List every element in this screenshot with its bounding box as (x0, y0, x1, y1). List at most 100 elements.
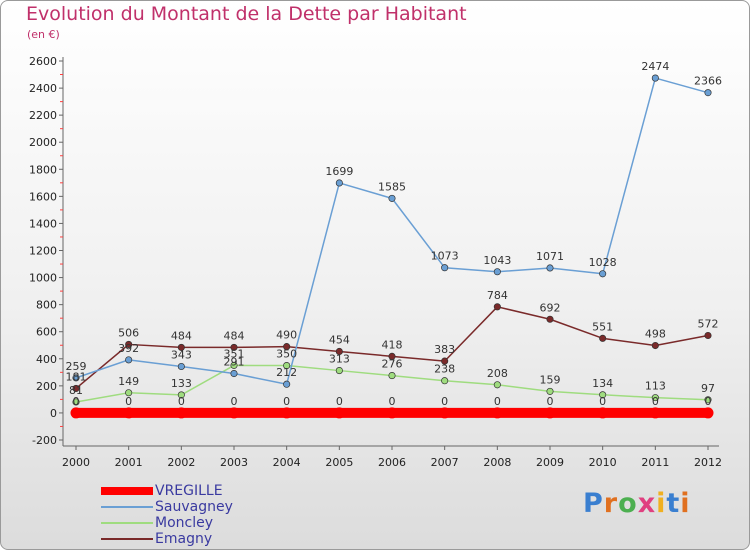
data-label: 1699 (325, 165, 353, 178)
data-point (546, 264, 554, 272)
data-point (333, 407, 345, 419)
chart-unit: (en €) (27, 28, 60, 41)
x-tick-label: 2004 (273, 456, 301, 469)
y-tick-label: 200 (36, 380, 57, 393)
legend-label: VREGILLE (155, 483, 223, 499)
data-point (388, 372, 396, 380)
data-label: 159 (540, 373, 561, 386)
data-point (493, 303, 501, 311)
y-tick-label: 1400 (29, 217, 57, 230)
logo-letter: P (583, 488, 604, 519)
data-label: 692 (540, 301, 561, 314)
data-label: 0 (73, 395, 80, 408)
y-tick-label: 0 (50, 407, 57, 420)
data-label: 484 (171, 329, 192, 342)
y-tick-label: 1800 (29, 163, 57, 176)
data-label: 149 (118, 375, 139, 388)
y-tick-label: 400 (36, 353, 57, 366)
data-label: 313 (329, 353, 350, 366)
data-point (123, 407, 135, 419)
data-point (441, 357, 449, 365)
data-point (386, 407, 398, 419)
data-label: 784 (487, 289, 508, 302)
proxiti-logo: Proxiti (583, 488, 691, 519)
x-tick-label: 2001 (115, 456, 143, 469)
x-tick-label: 2011 (641, 456, 669, 469)
data-point (599, 270, 607, 278)
data-point (388, 352, 396, 360)
data-label: 0 (599, 395, 606, 408)
data-label: 0 (547, 395, 554, 408)
data-point (439, 407, 451, 419)
legend-swatch (101, 487, 153, 495)
data-point (546, 387, 554, 395)
y-tick-label: 1000 (29, 272, 57, 285)
data-point (441, 377, 449, 385)
data-point (651, 394, 659, 402)
data-point (283, 380, 291, 388)
data-point (228, 407, 240, 419)
x-tick-label: 2012 (694, 456, 722, 469)
data-point (651, 341, 659, 350)
data-point (702, 407, 714, 419)
data-label: 276 (382, 358, 403, 371)
legend-label: Emagny (155, 531, 213, 547)
data-label: 291 (224, 356, 245, 369)
data-point (493, 381, 501, 389)
data-point (546, 315, 554, 323)
y-tick-label: 2200 (29, 109, 57, 122)
data-label: 238 (434, 363, 455, 376)
data-label: 1071 (536, 250, 564, 263)
data-label: 0 (125, 395, 132, 408)
data-point (388, 194, 396, 202)
data-point (649, 407, 661, 419)
data-label: 343 (171, 349, 192, 362)
data-label: 498 (645, 328, 666, 341)
data-label: 1585 (378, 180, 406, 193)
data-label: 551 (592, 320, 613, 333)
logo-letter: t (666, 488, 681, 519)
data-point (125, 340, 133, 348)
x-tick-label: 2008 (483, 456, 511, 469)
y-tick-label: 2400 (29, 82, 57, 95)
data-label: 134 (592, 377, 613, 390)
y-tick-label: 1600 (29, 190, 57, 203)
y-tick-label: -200 (32, 434, 57, 447)
data-point (283, 362, 291, 370)
data-label: 418 (382, 338, 403, 351)
data-point (704, 331, 712, 340)
data-label: 113 (645, 380, 666, 393)
data-label: 2366 (694, 75, 722, 88)
data-label: 212 (276, 366, 297, 379)
y-tick-label: 800 (36, 299, 57, 312)
y-tick-label: 600 (36, 326, 57, 339)
data-point (335, 347, 343, 356)
data-point (72, 374, 80, 382)
data-label: 392 (118, 342, 139, 355)
legend-label: Sauvagney (155, 499, 233, 515)
data-point (704, 396, 712, 404)
x-tick-label: 2003 (220, 456, 248, 469)
data-point (125, 389, 133, 397)
data-label: 208 (487, 367, 508, 380)
data-point (441, 264, 449, 272)
data-label: 0 (336, 395, 343, 408)
data-label: 0 (389, 395, 396, 408)
data-point (70, 407, 82, 419)
data-point (599, 334, 607, 342)
data-label: 0 (283, 395, 290, 408)
data-point (544, 407, 556, 419)
x-tick-label: 2006 (378, 456, 406, 469)
data-point (177, 391, 185, 399)
data-point (125, 356, 133, 364)
data-point (177, 343, 185, 351)
data-point (72, 384, 80, 392)
x-tick-label: 2007 (431, 456, 459, 469)
data-point (177, 362, 185, 371)
y-tick-label: 2000 (29, 136, 57, 149)
data-label: 1028 (589, 256, 617, 269)
logo-letter: i (680, 488, 691, 519)
legend-swatch (101, 522, 153, 524)
